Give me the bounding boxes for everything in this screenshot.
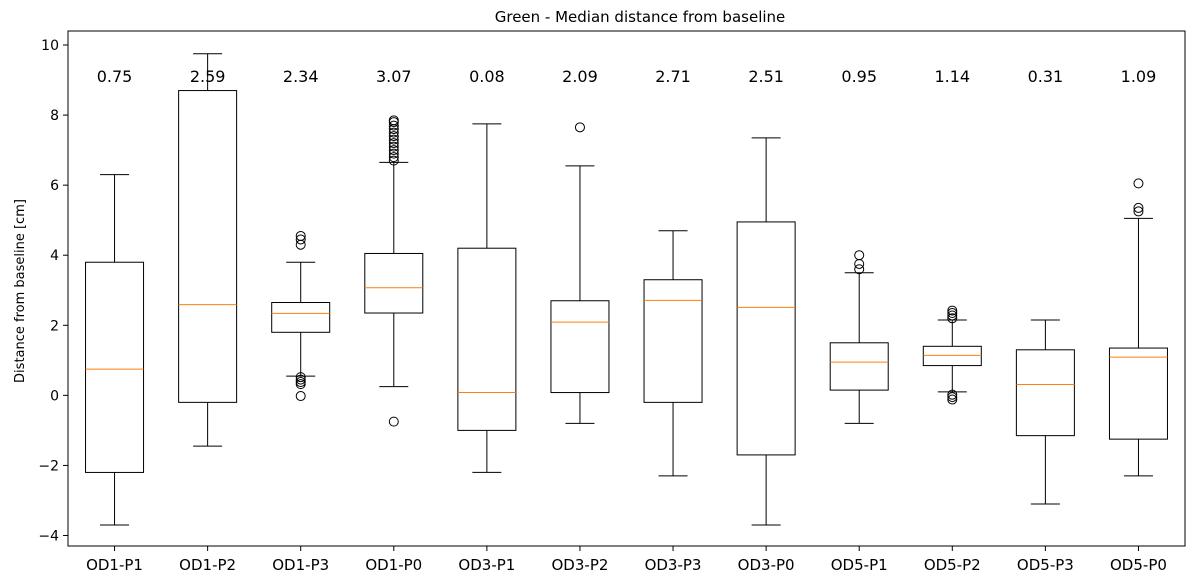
outlier-point (388, 120, 399, 131)
outlier-point (1133, 178, 1144, 189)
y-tick-label: 6 (50, 178, 59, 194)
outlier-point (1133, 206, 1144, 217)
x-tick-label: OD1-P2 (179, 556, 236, 574)
outlier-point (854, 264, 865, 275)
iqr-box (1015, 349, 1075, 437)
outlier-point (947, 392, 958, 403)
iqr-box (550, 300, 610, 394)
iqr-box (736, 221, 796, 456)
outlier-point (947, 310, 958, 321)
outlier-point (388, 416, 399, 427)
plot-frame (67, 30, 1186, 547)
outlier-point (574, 122, 585, 133)
iqr-box (271, 302, 331, 333)
box-group (643, 230, 703, 477)
y-axis-label: Distance from baseline [cm] (13, 199, 28, 383)
x-tick-label: OD5-P1 (831, 556, 888, 574)
outlier-point (388, 145, 399, 156)
iqr-box (922, 345, 982, 367)
box-group (922, 305, 982, 405)
x-tick-label: OD1-P3 (272, 556, 329, 574)
outlier-point (947, 389, 958, 400)
box-group (736, 137, 796, 526)
outlier-point (947, 305, 958, 316)
y-tick-label: 0 (50, 388, 59, 404)
outlier-point (388, 138, 399, 149)
iqr-box (829, 342, 889, 391)
x-tick-label: OD1-P1 (86, 556, 143, 574)
y-tick-label: −2 (38, 458, 59, 474)
outlier-point (388, 115, 399, 126)
y-tick-label: 8 (50, 108, 59, 124)
y-tick-label: −4 (38, 528, 59, 544)
iqr-box (178, 90, 238, 403)
median-annotation: 3.07 (376, 67, 412, 86)
outlier-point (388, 148, 399, 159)
median-annotation: 0.31 (1028, 67, 1064, 86)
outlier-point (947, 308, 958, 319)
y-tick-label: 10 (41, 38, 59, 54)
median-annotation: 0.95 (841, 67, 877, 86)
y-tick-label: 2 (50, 318, 59, 334)
box-group (85, 174, 145, 526)
plot-area: −4 −2 0 2 4 6 8 10 OD1-P1 0.75 OD1-P2 2.59 OD1-P3 2.3… (38, 38, 1168, 574)
median-annotation: 0.08 (469, 67, 505, 86)
outlier-point (388, 152, 399, 163)
iqr-box (85, 261, 145, 473)
outlier-point (295, 234, 306, 245)
outlier-point (947, 394, 958, 405)
x-tick-label: OD5-P3 (1017, 556, 1074, 574)
box-group (829, 250, 889, 424)
x-tick-label: OD3-P0 (738, 556, 795, 574)
box-group (178, 53, 238, 447)
outlier-point (295, 374, 306, 385)
y-tick-label: 4 (50, 248, 59, 264)
iqr-box (364, 252, 424, 314)
x-tick-label: OD5-P0 (1110, 556, 1167, 574)
median-annotation: 0.75 (97, 67, 133, 86)
outlier-point (295, 230, 306, 241)
outlier-point (295, 239, 306, 250)
outlier-point (388, 155, 399, 166)
outlier-point (947, 313, 958, 324)
outlier-point (295, 372, 306, 383)
outlier-point (295, 391, 306, 402)
median-annotation: 1.14 (934, 67, 970, 86)
x-tick-label: OD1-P0 (365, 556, 422, 574)
median-annotation: 2.34 (283, 67, 319, 86)
x-tick-label: OD5-P2 (924, 556, 981, 574)
outlier-point (854, 258, 865, 269)
outlier-point (388, 131, 399, 142)
box-group (271, 230, 331, 402)
iqr-box (1108, 347, 1168, 440)
box-group (457, 123, 517, 473)
x-tick-label: OD3-P3 (645, 556, 702, 574)
median-annotation: 1.09 (1121, 67, 1157, 86)
outlier-point (388, 127, 399, 138)
median-annotation: 2.51 (748, 67, 784, 86)
iqr-box (643, 279, 703, 403)
box-group (1108, 178, 1168, 477)
iqr-box (457, 247, 517, 431)
outlier-point (1133, 202, 1144, 213)
box-group (1015, 319, 1075, 505)
median-annotation: 2.71 (655, 67, 691, 86)
outlier-point (854, 250, 865, 261)
x-tick-label: OD3-P2 (552, 556, 609, 574)
outlier-point (388, 141, 399, 152)
median-annotation: 2.59 (190, 67, 226, 86)
median-annotation: 2.09 (562, 67, 598, 86)
chart-title: Green - Median distance from baseline (495, 8, 786, 26)
box-group (364, 115, 424, 427)
outlier-point (388, 134, 399, 145)
outlier-point (295, 377, 306, 388)
box-group (550, 122, 610, 424)
x-tick-label: OD3-P1 (458, 556, 515, 574)
